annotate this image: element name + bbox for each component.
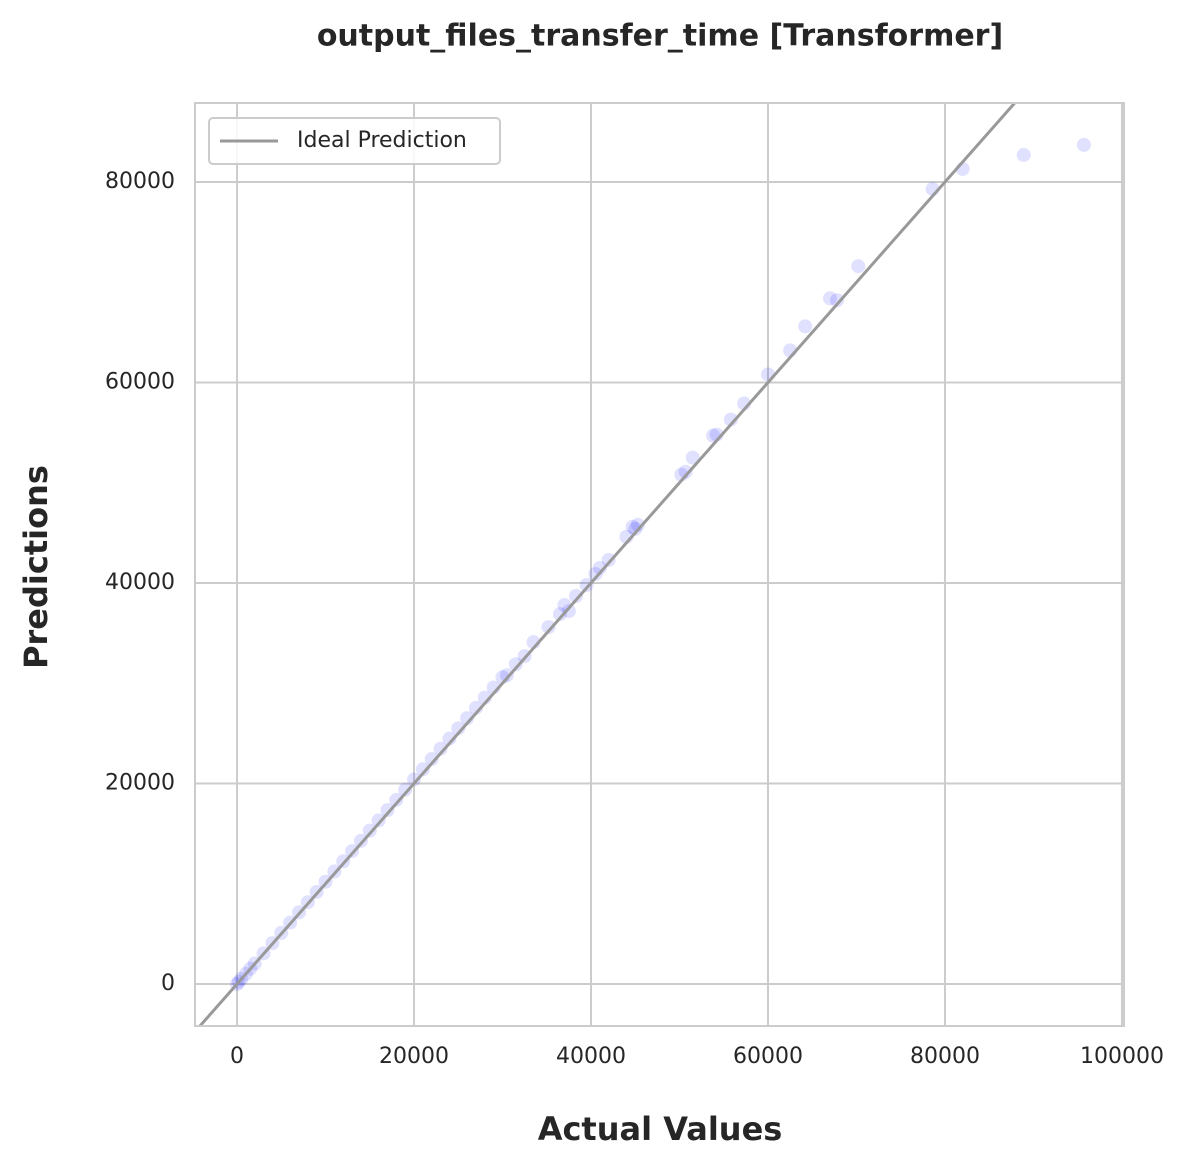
scatter-point <box>380 803 395 818</box>
scatter-point <box>433 741 448 756</box>
chart-title: output_files_transfer_time [Transformer] <box>317 19 1003 54</box>
x-axis-label: Actual Values <box>538 1110 783 1148</box>
y-tick-label: 60000 <box>105 369 175 394</box>
scatter-point <box>553 607 568 622</box>
x-tick-label: 0 <box>230 1044 244 1069</box>
scatter-point <box>389 792 404 807</box>
scatter-point <box>451 721 466 736</box>
scatter-point <box>568 589 583 604</box>
x-tick-label: 60000 <box>733 1044 803 1069</box>
x-tick-label: 40000 <box>556 1044 626 1069</box>
scatter-point <box>541 620 556 635</box>
scatter-point <box>579 578 594 593</box>
plot-area <box>197 103 1091 1026</box>
legend-label: Ideal Prediction <box>297 128 467 153</box>
scatter-point <box>561 604 576 619</box>
y-tick-label: 20000 <box>105 770 175 795</box>
scatter-point <box>1076 137 1091 152</box>
scatter-point <box>798 319 813 334</box>
x-tick-label: 100000 <box>1080 1044 1164 1069</box>
legend: Ideal Prediction <box>208 117 501 165</box>
grid <box>195 103 1124 1026</box>
y-axis-label: Predictions <box>17 465 55 669</box>
scatter-point <box>415 762 430 777</box>
ideal-line <box>197 103 1016 1026</box>
scatter-point <box>588 566 603 581</box>
y-tick-label: 0 <box>161 971 175 996</box>
scatter-point <box>442 731 457 746</box>
scatter-point <box>1016 147 1031 162</box>
scatter-point <box>371 813 386 828</box>
y-tick-label: 40000 <box>105 570 175 595</box>
scatter-point <box>398 782 413 797</box>
x-tick-label: 80000 <box>910 1044 980 1069</box>
scatter-point <box>353 833 368 848</box>
scatter-point <box>830 293 845 308</box>
scatter-point <box>851 259 866 274</box>
scatter-point <box>407 772 422 787</box>
scatter-point <box>760 367 775 382</box>
scatter-point <box>508 657 523 672</box>
plot-frame <box>194 102 1125 1027</box>
scatter-point <box>822 291 837 306</box>
x-tick-label: 20000 <box>379 1044 449 1069</box>
scatter-point <box>678 464 693 479</box>
scatter-point <box>499 668 514 683</box>
scatter-point <box>685 450 700 465</box>
scatter-point <box>424 752 439 767</box>
y-tick-label: 80000 <box>105 169 175 194</box>
scatter-point <box>723 412 738 427</box>
scatter-point <box>362 823 377 838</box>
scatter-point <box>592 560 607 575</box>
scatter-point <box>601 552 616 567</box>
scatter-point <box>630 517 645 532</box>
scatter-point <box>628 521 643 536</box>
legend-box <box>208 117 501 165</box>
